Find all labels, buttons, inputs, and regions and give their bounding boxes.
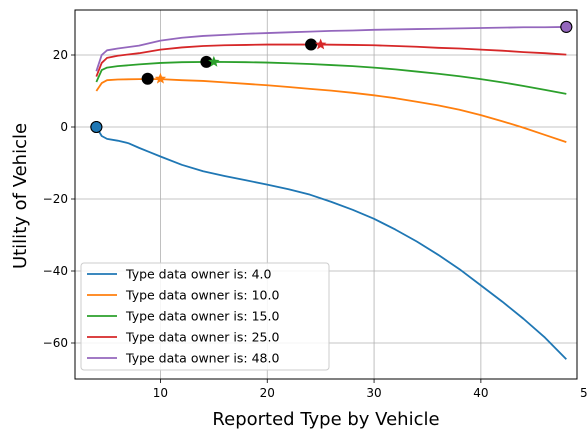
series-lines: [95, 26, 567, 360]
series-line-4: [95, 43, 567, 77]
legend-label-5: Type data owner is: 48.0: [125, 351, 279, 366]
legend-box: [80, 262, 330, 371]
plot-frame: [74, 9, 578, 380]
legend-label-4: Type data owner is: 25.0: [125, 330, 279, 345]
x-tick-label: 50: [580, 386, 587, 400]
optimal-point-marker-5: [560, 20, 573, 33]
legend-label-2: Type data owner is: 10.0: [125, 288, 279, 303]
y-tick-label: −60: [43, 336, 68, 350]
y-axis-label: Utility of Vehicle: [10, 123, 31, 269]
series-line-1: [95, 126, 567, 360]
reported-point-marker-4: [305, 38, 318, 51]
x-tick-label: 10: [153, 386, 168, 400]
y-tick-label: −20: [43, 192, 68, 206]
axis-ticks: 10 20 30 40 50 −60 −40 −20 0 20: [43, 48, 587, 400]
reported-point-marker-2: [141, 72, 154, 85]
series-line-5: [95, 26, 567, 72]
y-tick-label: 20: [53, 48, 68, 62]
x-tick-label: 30: [366, 386, 381, 400]
series-line-2: [95, 78, 567, 143]
x-tick-label: 40: [473, 386, 488, 400]
legend-items: Type data owner is: 4.0 Type data owner i…: [87, 267, 279, 366]
optimal-point-marker-2: [154, 72, 167, 84]
series-line-3: [95, 60, 567, 95]
legend-label-3: Type data owner is: 15.0: [125, 309, 279, 324]
optimal-point-marker-3: [208, 55, 220, 67]
reported-point-marker-3: [200, 55, 213, 68]
x-axis-label: Reported Type by Vehicle: [212, 409, 439, 430]
y-tick-label: 0: [60, 120, 68, 134]
y-tick-label: −40: [43, 264, 68, 278]
optimal-point-marker-1: [90, 121, 103, 133]
legend: Type data owner is: 4.0 Type data owner i…: [80, 262, 330, 371]
optimal-point-marker-4: [314, 38, 327, 50]
legend-label-1: Type data owner is: 4.0: [125, 267, 272, 282]
x-tick-label: 20: [260, 386, 275, 400]
series-markers: [90, 20, 573, 133]
